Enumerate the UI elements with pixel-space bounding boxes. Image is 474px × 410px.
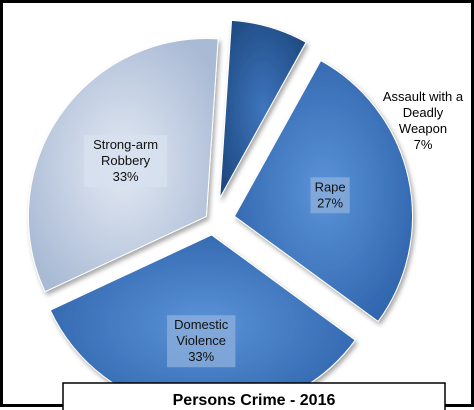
label-assault-deadly-weapon-line: Deadly [403, 105, 444, 120]
title-box [62, 382, 446, 410]
label-strong-arm-robbery-line: 33% [113, 169, 139, 184]
label-assault-deadly-weapon-line: Assault with a [383, 89, 464, 104]
label-rape-line: Rape [315, 179, 346, 194]
label-rape-box [310, 177, 350, 214]
slice-assault-deadly-weapon [219, 19, 307, 199]
chart-title-box: Persons Crime - 2016 [62, 382, 446, 410]
label-strong-arm-robbery-box [84, 135, 168, 188]
label-domestic-violence-line: Violence [176, 333, 226, 348]
label-assault-deadly-weapon-line: 7% [414, 137, 433, 152]
label-assault-deadly-weapon-line: Weapon [399, 121, 447, 136]
label-domestic-violence-box [167, 315, 236, 368]
label-rape-line: 27% [317, 195, 343, 210]
label-domestic-violence-line: Domestic [174, 317, 229, 332]
label-strong-arm-robbery-line: Strong-arm [93, 137, 158, 152]
chart-title: Persons Crime - 2016 [173, 392, 336, 409]
label-domestic-violence-line: 33% [188, 349, 214, 364]
label-strong-arm-robbery-line: Robbery [101, 153, 151, 168]
